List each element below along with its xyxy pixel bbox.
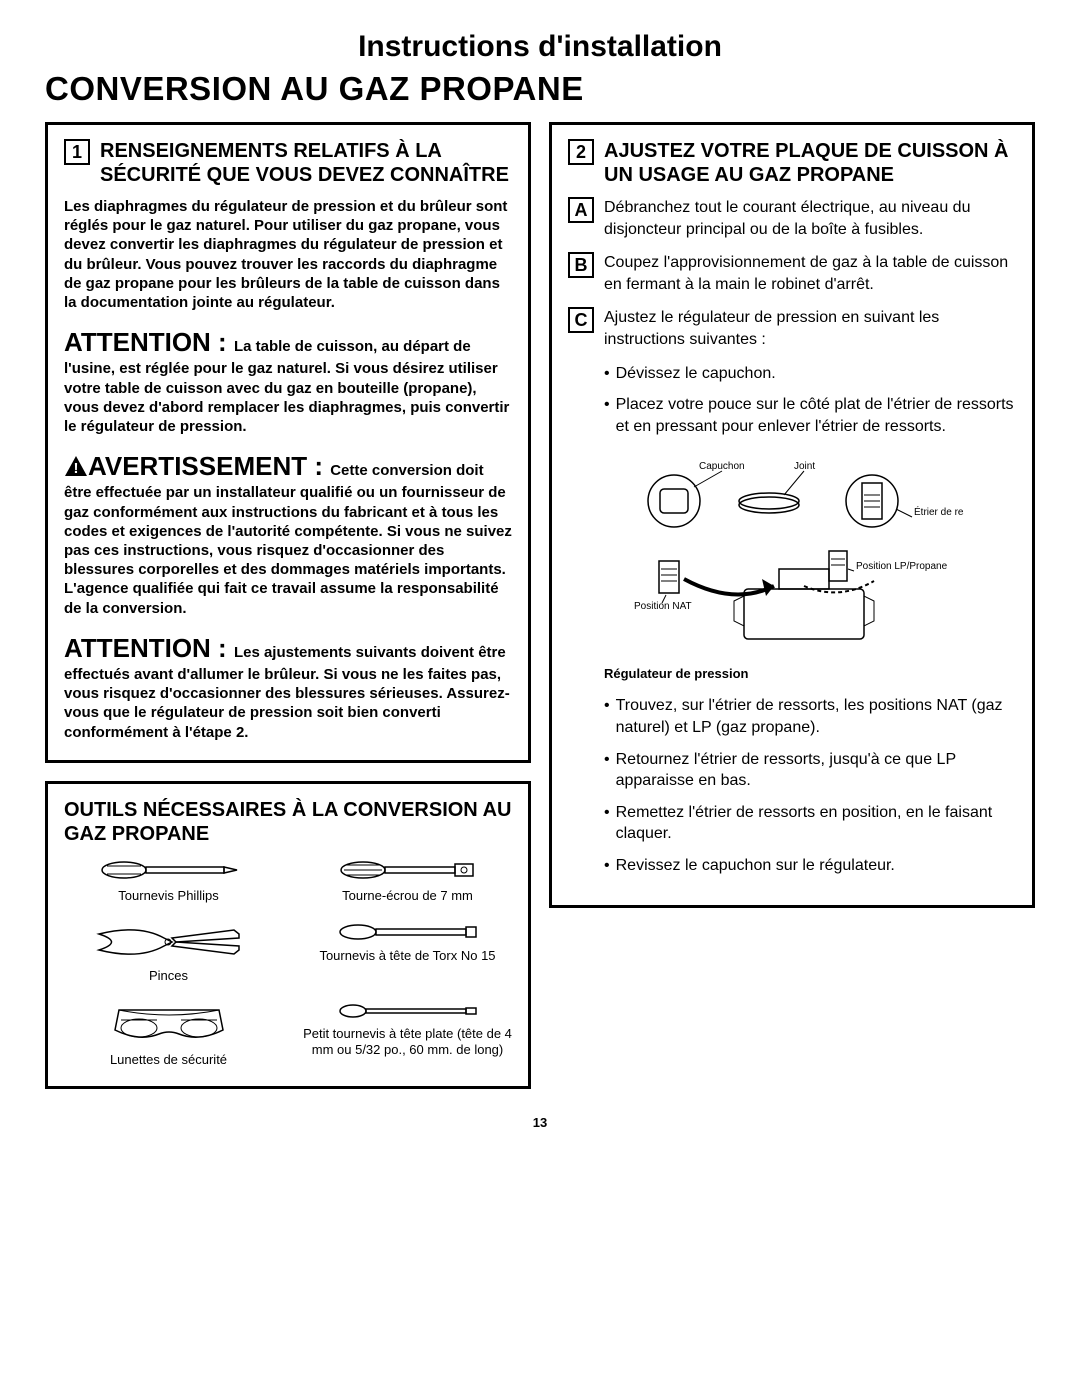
safety-goggles-icon xyxy=(109,1002,229,1046)
warning-lead: AVERTISSEMENT : xyxy=(88,451,330,481)
substep-c-text: Ajustez le régulateur de pression en sui… xyxy=(604,307,1016,350)
content-columns: 1 RENSEIGNEMENTS RELATIFS À LA SÉCURITÉ … xyxy=(45,122,1035,1107)
bullets-group-2: Trouvez, sur l'étrier de ressorts, les p… xyxy=(604,695,1016,876)
tool-nutdriver: Tourne-écrou de 7 mm xyxy=(303,858,512,904)
tool-label: Petit tournevis à tête plate (tête de 4 … xyxy=(303,1026,512,1059)
regulator-diagram: Capuchon Joint Étrier de ressorts xyxy=(604,451,1016,656)
tool-pliers: Pinces xyxy=(64,922,273,984)
section-1-body: Les diaphragmes du régulateur de pressio… xyxy=(64,197,512,312)
bullet-item: Dévissez le capuchon. xyxy=(604,363,1016,385)
step-number-box: 1 xyxy=(64,139,90,165)
attention-lead-2: ATTENTION : xyxy=(64,633,234,663)
section-1-title: RENSEIGNEMENTS RELATIFS À LA SÉCURITÉ QU… xyxy=(100,139,512,187)
tool-label: Tournevis Phillips xyxy=(118,888,218,904)
warning-text: Cette conversion doit être effectuée par… xyxy=(64,462,512,616)
tool-goggles: Lunettes de sécurité xyxy=(64,1002,273,1068)
bullet-item: Trouvez, sur l'étrier de ressorts, les p… xyxy=(604,695,1016,738)
attention-lead-1: ATTENTION : xyxy=(64,327,234,357)
step-letter-box: C xyxy=(568,307,594,333)
svg-text:Capuchon: Capuchon xyxy=(699,461,745,472)
section-2-header: 2 AJUSTEZ VOTRE PLAQUE DE CUISSON À UN U… xyxy=(568,139,1016,187)
pressure-regulator-icon: Capuchon Joint Étrier de ressorts xyxy=(604,451,964,651)
torx-screwdriver-icon xyxy=(338,922,478,942)
svg-text:Joint: Joint xyxy=(794,461,815,472)
svg-text:Position NAT: Position NAT xyxy=(634,601,692,612)
tool-flathead: Petit tournevis à tête plate (tête de 4 … xyxy=(303,1002,512,1068)
tool-label: Lunettes de sécurité xyxy=(110,1052,227,1068)
section-2-title: AJUSTEZ VOTRE PLAQUE DE CUISSON À UN USA… xyxy=(604,139,1016,187)
attention-block-1: ATTENTION : La table de cuisson, au dépa… xyxy=(64,326,512,436)
pliers-icon xyxy=(94,922,244,962)
phillips-screwdriver-icon xyxy=(99,858,239,882)
flathead-screwdriver-icon xyxy=(338,1002,478,1020)
svg-text:Position LP/Propane: Position LP/Propane xyxy=(856,561,948,572)
section-1-header: 1 RENSEIGNEMENTS RELATIFS À LA SÉCURITÉ … xyxy=(64,139,512,187)
diagram-caption: Régulateur de pression xyxy=(604,666,1016,681)
bullet-item: Retournez l'étrier de ressorts, jusqu'à … xyxy=(604,749,1016,792)
left-column: 1 RENSEIGNEMENTS RELATIFS À LA SÉCURITÉ … xyxy=(45,122,531,1107)
step-letter-box: A xyxy=(568,197,594,223)
substep-c: C Ajustez le régulateur de pression en s… xyxy=(568,307,1016,350)
warning-icon: ! xyxy=(64,455,88,482)
tools-box: OUTILS NÉCESSAIRES À LA CONVERSION AU GA… xyxy=(45,781,531,1090)
safety-info-box: 1 RENSEIGNEMENTS RELATIFS À LA SÉCURITÉ … xyxy=(45,122,531,763)
step-number-box: 2 xyxy=(568,139,594,165)
bullets-group-1: Dévissez le capuchon. Placez votre pouce… xyxy=(604,363,1016,438)
page-title: CONVERSION AU GAZ PROPANE xyxy=(45,70,1035,108)
substep-a-text: Débranchez tout le courant électrique, a… xyxy=(604,197,1016,240)
attention-block-2: ATTENTION : Les ajustements suivants doi… xyxy=(64,632,512,742)
tools-grid: Tournevis Phillips Tourne-écrou de 7 mm xyxy=(64,858,512,1069)
adjust-cooktop-box: 2 AJUSTEZ VOTRE PLAQUE DE CUISSON À UN U… xyxy=(549,122,1035,908)
substep-a: A Débranchez tout le courant électrique,… xyxy=(568,197,1016,240)
tools-title: OUTILS NÉCESSAIRES À LA CONVERSION AU GA… xyxy=(64,798,512,846)
page-number: 13 xyxy=(45,1115,1035,1130)
substep-b-text: Coupez l'approvisionnement de gaz à la t… xyxy=(604,252,1016,295)
tool-label: Pinces xyxy=(149,968,188,984)
warning-block: ! AVERTISSEMENT : Cette conversion doit … xyxy=(64,450,512,618)
right-column: 2 AJUSTEZ VOTRE PLAQUE DE CUISSON À UN U… xyxy=(549,122,1035,1107)
svg-text:Étrier de ressorts: Étrier de ressorts xyxy=(914,505,964,518)
tool-label: Tourne-écrou de 7 mm xyxy=(342,888,473,904)
tool-phillips: Tournevis Phillips xyxy=(64,858,273,904)
tool-label: Tournevis à tête de Torx No 15 xyxy=(319,948,495,964)
bullet-item: Revissez le capuchon sur le régulateur. xyxy=(604,855,1016,877)
bullet-item: Remettez l'étrier de ressorts en positio… xyxy=(604,802,1016,845)
step-letter-box: B xyxy=(568,252,594,278)
substep-b: B Coupez l'approvisionnement de gaz à la… xyxy=(568,252,1016,295)
nutdriver-icon xyxy=(338,858,478,882)
tool-torx: Tournevis à tête de Torx No 15 xyxy=(303,922,512,984)
svg-text:!: ! xyxy=(74,460,79,477)
bullet-item: Placez votre pouce sur le côté plat de l… xyxy=(604,394,1016,437)
page-pretitle: Instructions d'installation xyxy=(45,30,1035,64)
